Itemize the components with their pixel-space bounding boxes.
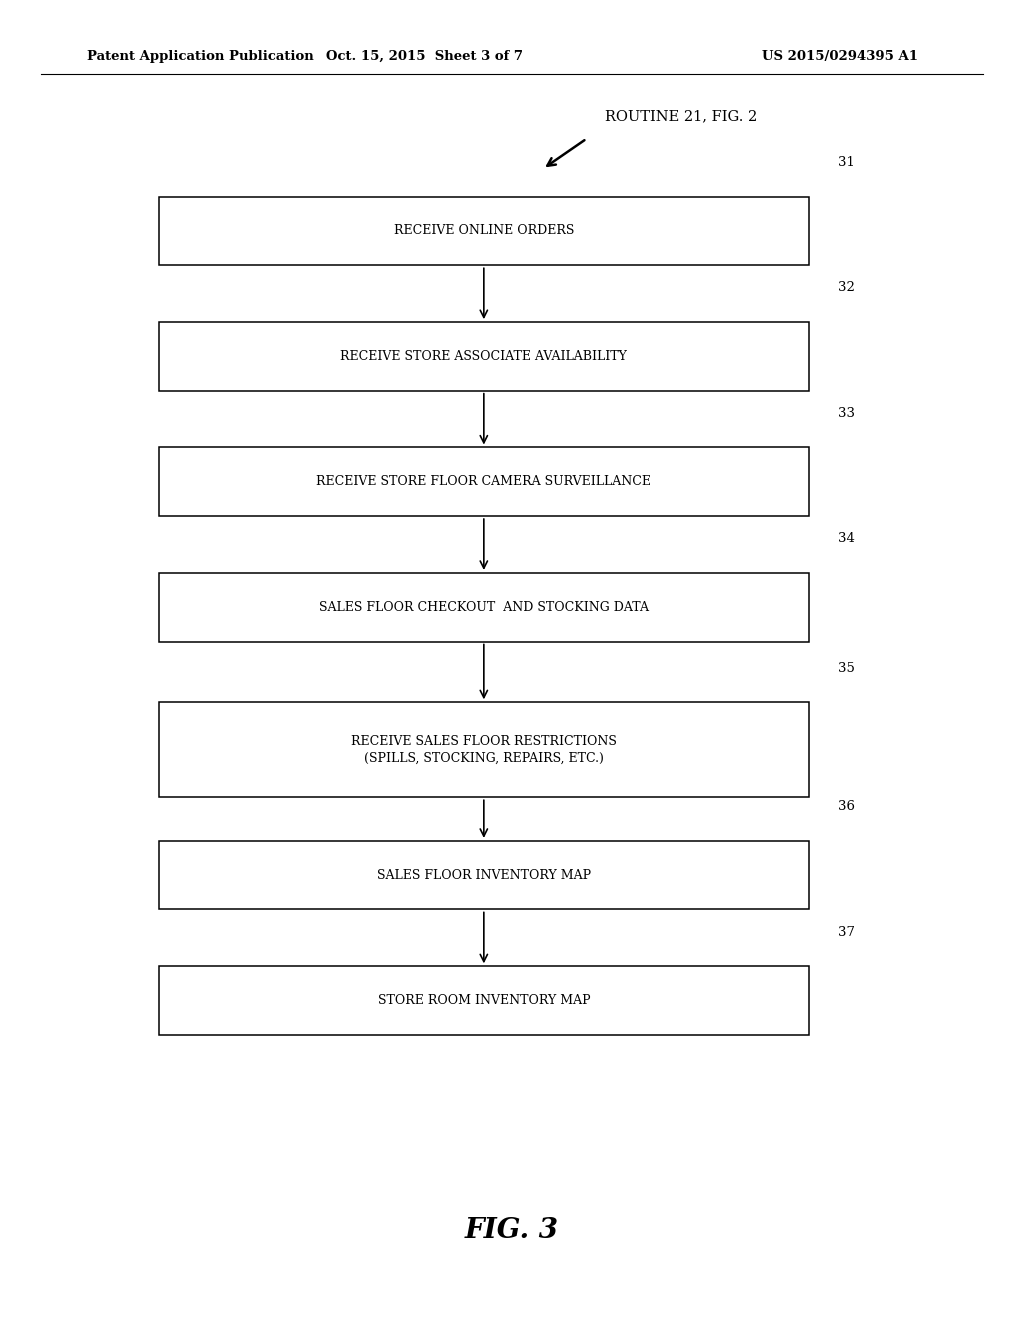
Text: 33: 33 [838, 407, 855, 420]
FancyBboxPatch shape [159, 841, 809, 909]
Text: RECEIVE STORE FLOOR CAMERA SURVEILLANCE: RECEIVE STORE FLOOR CAMERA SURVEILLANCE [316, 475, 651, 488]
Text: 32: 32 [838, 281, 854, 294]
Text: ROUTINE 21, FIG. 2: ROUTINE 21, FIG. 2 [605, 110, 757, 123]
Text: SALES FLOOR CHECKOUT  AND STOCKING DATA: SALES FLOOR CHECKOUT AND STOCKING DATA [318, 601, 649, 614]
Text: 35: 35 [838, 661, 854, 675]
FancyBboxPatch shape [159, 197, 809, 265]
Text: SALES FLOOR INVENTORY MAP: SALES FLOOR INVENTORY MAP [377, 869, 591, 882]
Text: 36: 36 [838, 800, 855, 813]
Text: RECEIVE ONLINE ORDERS: RECEIVE ONLINE ORDERS [393, 224, 574, 238]
Text: 34: 34 [838, 532, 854, 545]
Text: US 2015/0294395 A1: US 2015/0294395 A1 [762, 50, 918, 63]
Text: Oct. 15, 2015  Sheet 3 of 7: Oct. 15, 2015 Sheet 3 of 7 [327, 50, 523, 63]
Text: 31: 31 [838, 156, 854, 169]
Text: 37: 37 [838, 925, 855, 939]
Text: Patent Application Publication: Patent Application Publication [87, 50, 313, 63]
FancyBboxPatch shape [159, 322, 809, 391]
Text: FIG. 3: FIG. 3 [465, 1217, 559, 1243]
FancyBboxPatch shape [159, 966, 809, 1035]
FancyBboxPatch shape [159, 447, 809, 516]
Text: STORE ROOM INVENTORY MAP: STORE ROOM INVENTORY MAP [378, 994, 590, 1007]
Text: RECEIVE STORE ASSOCIATE AVAILABILITY: RECEIVE STORE ASSOCIATE AVAILABILITY [340, 350, 628, 363]
FancyBboxPatch shape [159, 573, 809, 642]
Text: RECEIVE SALES FLOOR RESTRICTIONS
(SPILLS, STOCKING, REPAIRS, ETC.): RECEIVE SALES FLOOR RESTRICTIONS (SPILLS… [351, 735, 616, 764]
FancyBboxPatch shape [159, 702, 809, 797]
